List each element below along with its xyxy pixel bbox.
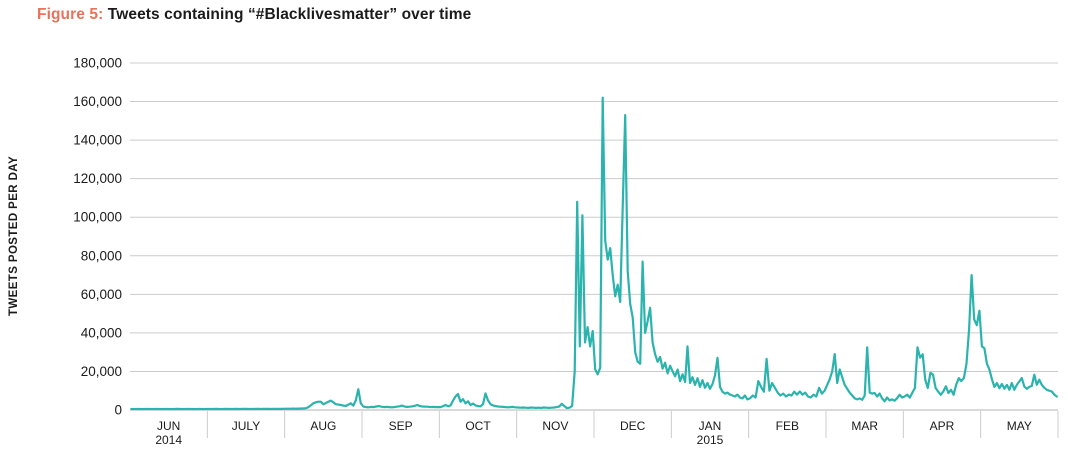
y-tick-label: 20,000 [81, 364, 122, 379]
y-axis-title: TWEETS POSTED PER DAY [8, 156, 20, 316]
month-label: SEP [389, 419, 413, 433]
y-tick-label: 40,000 [81, 325, 122, 340]
data-line [130, 96, 1058, 411]
y-tick-label: 140,000 [73, 133, 122, 148]
month-label: FEB [776, 419, 799, 433]
month-label: NOV [542, 419, 568, 433]
month-label: AUG [310, 419, 336, 433]
month-label: JUN [157, 419, 180, 433]
month-label: JAN [699, 419, 722, 433]
month-label: JULY [232, 419, 260, 433]
year-label: 2014 [155, 433, 182, 447]
y-tick-label: 120,000 [73, 171, 122, 186]
y-tick-label: 80,000 [81, 248, 122, 263]
month-label: OCT [465, 419, 491, 433]
figure-title: Tweets containing “#Blacklivesmatter” ov… [107, 6, 472, 23]
y-tick-label: 180,000 [73, 56, 122, 71]
month-label: DEC [620, 419, 646, 433]
y-tick-label: 160,000 [73, 94, 122, 109]
y-tick-label: 60,000 [81, 287, 122, 302]
y-tick-label: 100,000 [73, 210, 122, 225]
year-label: 2015 [697, 433, 724, 447]
month-label: MAY [1007, 419, 1032, 433]
month-label: APR [930, 419, 955, 433]
figure-heading: Figure 5: Tweets containing “#Blacklives… [37, 6, 471, 24]
month-label: MAR [851, 419, 878, 433]
y-tick-label: 0 [114, 403, 122, 418]
figure-label: Figure 5: [37, 6, 104, 23]
